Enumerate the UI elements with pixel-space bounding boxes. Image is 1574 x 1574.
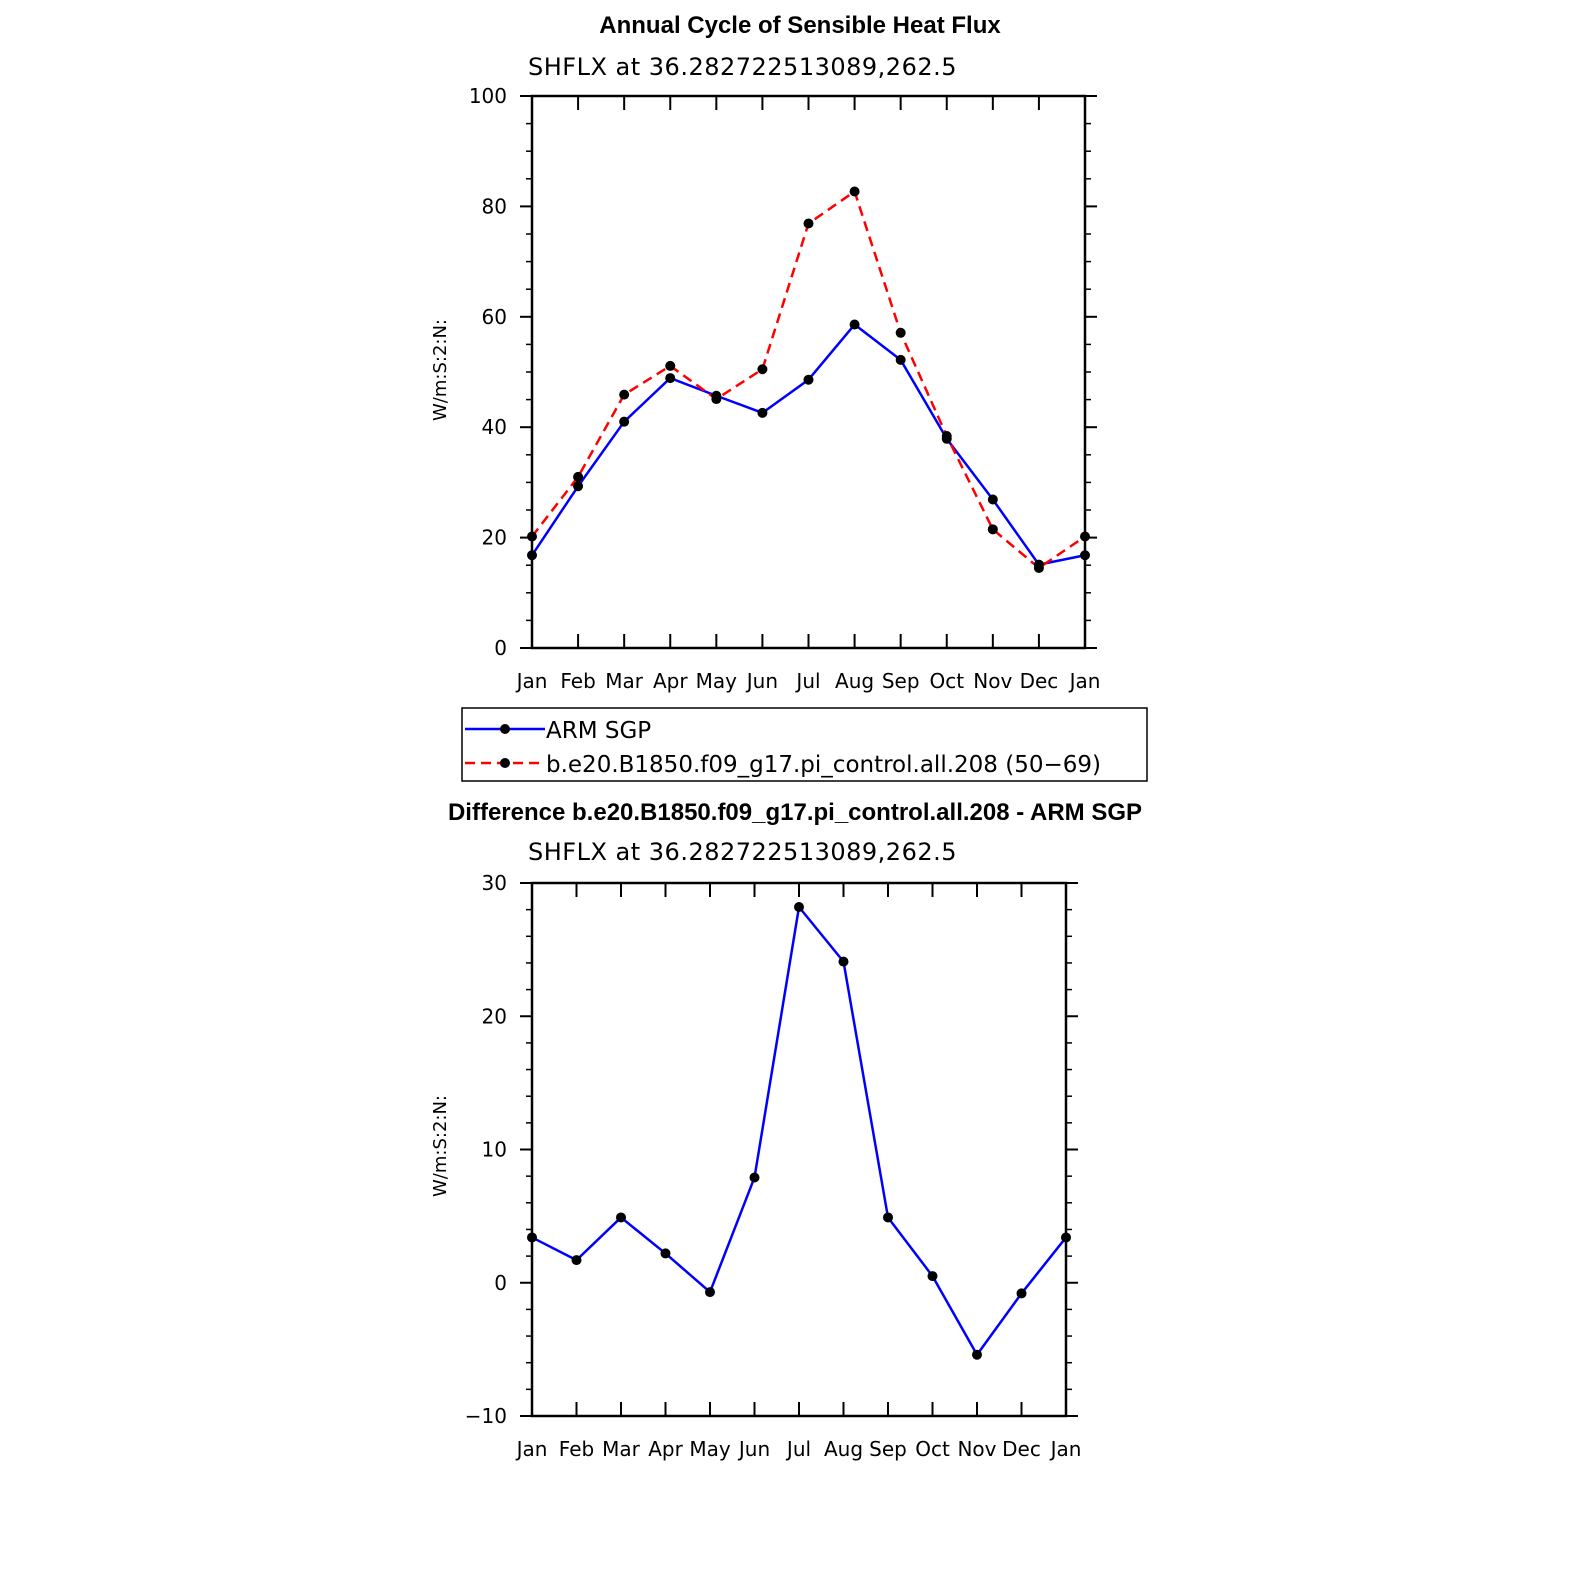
chart-1-series-1-point — [849, 319, 860, 330]
chart-1-series-2-point — [1033, 562, 1044, 573]
chart-difference: Difference b.e20.B1850.f09_g17.pi_contro… — [430, 799, 1142, 1461]
chart-2-subtitle: SHFLX at 36.282722513089,262.5 — [528, 838, 957, 866]
chart-2-ylabel: W/m:S:2:N: — [430, 1095, 451, 1197]
chart-2-ytick-label: −10 — [465, 1404, 507, 1428]
chart-2-series-1-point — [705, 1287, 715, 1298]
chart-1-xtick-label: Sep — [882, 669, 920, 693]
chart-1-series-1-point — [665, 373, 676, 384]
chart-1-ytick-label: 80 — [482, 194, 507, 218]
chart-2-series-1-point — [972, 1349, 982, 1360]
chart-1-series-2-point — [941, 431, 952, 442]
chart-2-series-1-point — [1016, 1288, 1027, 1299]
chart-1-series-2-point — [895, 327, 906, 338]
chart-2-xtick-label: Jun — [737, 1437, 770, 1461]
chart-2-title: Difference b.e20.B1850.f09_g17.pi_contro… — [448, 799, 1142, 826]
chart-1-legend: ARM SGP b.e20.B1850.f09_g17.pi_control.a… — [461, 707, 1148, 782]
chart-2-xtick-label: Sep — [869, 1437, 907, 1461]
chart-2-ytick-label: 0 — [494, 1271, 507, 1295]
chart-1-xtick-label: Nov — [973, 669, 1012, 693]
chart-1-plot-frame — [530, 94, 1087, 650]
chart-1-series-2-point — [573, 471, 584, 482]
chart-1-series-1-point — [527, 550, 537, 561]
chart-2-series-1-point — [749, 1172, 760, 1183]
chart-1-series-1-point — [619, 416, 630, 427]
chart-1-ytick-label: 0 — [494, 636, 507, 660]
chart-1-ytick-label: 40 — [482, 415, 507, 439]
chart-1-ytick-label: 60 — [482, 305, 507, 329]
chart-1-subtitle: SHFLX at 36.282722513089,262.5 — [528, 53, 957, 81]
chart-2-series-1-point — [660, 1248, 671, 1259]
chart-2-series-1-point — [838, 956, 849, 967]
chart-1-series-2-point — [527, 531, 537, 542]
chart-annual-cycle: Annual Cycle of Sensible Heat Flux SHFLX… — [430, 12, 1100, 693]
chart-2-xtick-label: Apr — [648, 1437, 683, 1461]
chart-1-ytick-label: 20 — [482, 526, 507, 550]
chart-2-xtick-label: Dec — [1002, 1437, 1041, 1461]
chart-2-xtick-label: Mar — [602, 1437, 641, 1461]
legend-box — [461, 707, 1148, 782]
chart-1-series-2-point — [665, 360, 676, 371]
chart-2-ytick-label: 30 — [482, 871, 507, 895]
chart-2-series-1-point — [616, 1212, 626, 1223]
chart-1-series-2-point — [711, 394, 722, 405]
chart-2-xtick-label: Feb — [559, 1437, 594, 1461]
chart-1-series-2-point — [1080, 531, 1090, 542]
chart-2-ytick-label: 10 — [482, 1138, 507, 1162]
chart-2-ytick-label: 20 — [482, 1004, 507, 1028]
chart-1-xtick-label: Oct — [929, 669, 964, 693]
chart-1-xtick-label: Jan — [515, 669, 548, 693]
chart-1-xtick-label: Mar — [605, 669, 644, 693]
chart-1-series-1-line — [530, 323, 1086, 566]
chart-1-series-1-point — [573, 481, 584, 492]
chart-1-ytick-label: 100 — [469, 84, 507, 108]
chart-2-xtick-label: Nov — [957, 1437, 996, 1461]
chart-1-series-1-point — [757, 407, 768, 418]
chart-2-xtick-label: Oct — [915, 1437, 950, 1461]
chart-2-series-1-point — [927, 1271, 938, 1282]
chart-2-series-1-point — [794, 901, 804, 912]
chart-1-series-2-point — [803, 218, 814, 229]
chart-1-xtick-label: Apr — [653, 669, 688, 693]
legend-marker-model — [500, 758, 510, 768]
chart-1-series-2-point — [849, 186, 860, 197]
legend-marker-arm-sgp — [500, 724, 510, 734]
chart-1-xtick-label: Jun — [745, 669, 778, 693]
chart-1-series-1-point — [987, 494, 998, 505]
chart-1-xtick-label: May — [696, 669, 738, 693]
chart-2-plot-frame — [530, 881, 1068, 1418]
chart-1-series-2-point — [757, 364, 768, 375]
chart-2-xtick-label: May — [689, 1437, 731, 1461]
chart-1-series-1-point — [895, 354, 906, 365]
chart-1-ylabel: W/m:S:2:N: — [430, 319, 451, 421]
chart-2-xtick-label: Aug — [824, 1437, 863, 1461]
chart-1-title: Annual Cycle of Sensible Heat Flux — [599, 12, 1001, 39]
chart-1-series-2-point — [619, 389, 630, 400]
chart-2-series-1-point — [1061, 1232, 1071, 1243]
chart-1-xtick-label: Dec — [1020, 669, 1059, 693]
chart-2-series-1-line — [531, 905, 1067, 1356]
chart-1-series-1-point — [1080, 550, 1090, 561]
legend-label-model: b.e20.B1850.f09_g17.pi_control.all.208 (… — [546, 752, 1101, 778]
legend-label-arm-sgp: ARM SGP — [546, 718, 651, 744]
chart-1-xtick-label: Jul — [794, 669, 820, 693]
chart-2-xtick-label: Jan — [515, 1437, 548, 1461]
chart-2-series-1-point — [571, 1255, 582, 1266]
chart-1-xtick-label: Jan — [1068, 669, 1101, 693]
chart-2-series-1-point — [883, 1212, 893, 1223]
chart-1-xtick-label: Aug — [835, 669, 874, 693]
chart-1-series-1-point — [803, 374, 814, 385]
chart-2-series-1-point — [527, 1232, 537, 1243]
chart-2-xtick-label: Jan — [1049, 1437, 1082, 1461]
chart-1-xtick-label: Feb — [560, 669, 595, 693]
chart-2-xtick-label: Jul — [785, 1437, 811, 1461]
chart-1-series-2-point — [987, 524, 998, 535]
